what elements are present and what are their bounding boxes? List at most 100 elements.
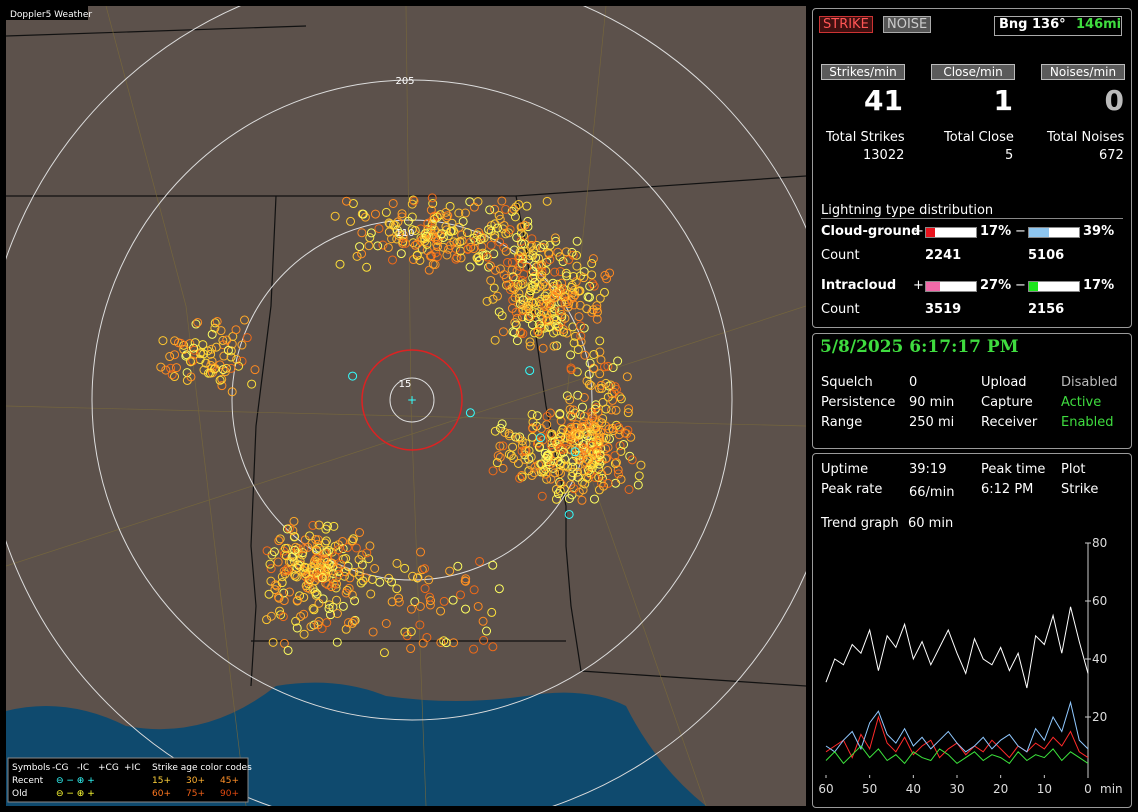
strike-symbol [210,318,220,328]
strike-symbol [596,355,606,365]
map-bg [6,6,806,806]
strike-symbol [407,212,417,222]
strike-symbol [529,328,539,338]
strike-symbol [456,590,466,600]
strike-symbol [560,298,570,308]
strike-symbol [311,545,321,555]
strike-symbol [387,234,397,244]
strike-symbol [524,446,534,456]
strike-symbol [388,255,398,265]
rate-value: 1 [993,84,1013,117]
sign: − [1015,224,1026,239]
strike-symbol [482,626,492,636]
strike-symbol [495,214,505,224]
strike-symbol [406,604,416,614]
strike-toggle[interactable]: STRIKE [819,16,873,33]
strike-symbol [592,314,602,324]
strike-symbol [556,479,566,489]
legend-header: Strike age color codes [152,763,252,773]
strike-symbol [616,394,626,404]
bearing: Bng 136° [999,17,1066,32]
strike-symbol [607,405,617,415]
percent-fill [926,228,935,237]
strike-symbol [604,424,614,434]
strike-symbol [568,456,578,466]
strike-symbol [409,196,419,206]
strike-symbol [613,465,623,475]
strike-symbol [600,270,610,280]
strike-symbol [247,379,257,389]
strike-symbol [310,576,320,586]
strike-symbol [198,340,208,350]
strike-symbol [558,447,568,457]
strike-symbol [342,196,352,206]
strike-symbol [481,250,491,260]
strike-symbol [199,349,209,359]
strike-symbol [279,566,289,576]
strike-symbol [572,250,582,260]
strike-symbol [296,611,306,621]
strike-symbol [262,615,272,625]
strike-symbol [564,255,574,265]
info-text: Peak time [981,462,1046,477]
strike-symbol [227,387,237,397]
strike-symbol [210,323,220,333]
strike-symbol [563,461,573,471]
strike-symbol [231,325,241,335]
age-code: 90+ [220,789,239,799]
strike-symbol [478,616,488,626]
strike-symbol [394,230,404,240]
strike-symbol [535,433,545,443]
strike-symbol [636,460,646,470]
strike-symbol [170,372,180,382]
strike-symbol [579,466,589,476]
strike-symbol [520,220,530,230]
count: 3519 [925,302,962,317]
percent-bar [925,227,977,238]
strike-symbol [474,256,484,266]
strike-symbol [492,291,502,301]
count: 2241 [925,248,962,263]
strike-symbol [186,372,196,382]
strike-symbol [413,572,423,582]
strike-symbol [592,301,602,311]
age-code: 75+ [186,789,205,799]
strike-symbol [589,281,599,291]
strike-symbol [582,472,592,482]
strike-symbol [453,561,463,571]
strike-symbol [553,247,563,257]
strike-symbol [394,597,404,607]
strike-symbol [329,579,339,589]
strike-symbol [593,407,603,417]
strike-symbol [427,193,437,203]
noise-toggle[interactable]: NOISE [883,16,932,33]
legend-row: Recent [12,776,44,786]
strike-symbol [448,226,458,236]
strike-symbol [578,485,588,495]
strike-symbol [423,224,433,234]
strike-symbol [299,544,309,554]
strike-symbol [314,598,324,608]
percent-label: 17% [1083,278,1115,293]
strike-symbol [489,283,499,293]
strike-symbol [592,448,602,458]
strike-symbol [564,494,574,504]
strike-symbol [542,412,552,422]
strike-symbol [517,472,527,482]
strike-symbol [521,445,531,455]
strike-symbol [539,307,549,317]
strike-symbol [510,318,520,328]
strike-symbol [465,408,475,418]
strike-symbol [400,563,410,573]
strike-symbol [574,435,584,445]
strike-symbol [422,239,432,249]
strike-symbol [555,252,565,262]
strike-symbol [558,424,568,434]
strike-symbol [426,205,436,215]
strike-symbol [461,604,471,614]
strike-symbol [561,268,571,278]
strike-symbol [484,225,494,235]
info-text: Disabled [1061,375,1118,390]
info-text: Receiver [981,415,1038,430]
strike-symbol [634,471,644,481]
